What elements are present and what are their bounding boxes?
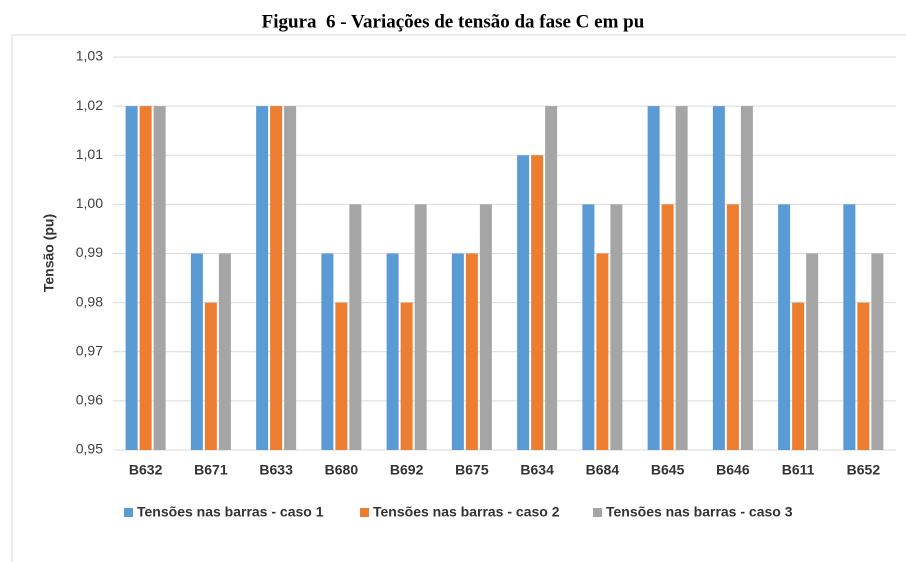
y-tick-label: 1,02 — [76, 97, 103, 113]
x-tick-label: B646 — [716, 462, 750, 478]
bar — [125, 106, 138, 450]
x-tick-label: B692 — [390, 462, 424, 478]
legend-label: Tensões nas barras - caso 1 — [137, 504, 324, 520]
bar — [451, 253, 464, 450]
bar — [545, 106, 558, 450]
y-tick-label: 0,96 — [76, 392, 103, 408]
bar — [139, 106, 152, 450]
bar — [726, 204, 739, 450]
bar — [190, 253, 203, 450]
bar — [284, 106, 297, 450]
x-tick-label: B634 — [520, 462, 554, 478]
bar — [414, 204, 427, 450]
bar — [806, 253, 819, 450]
y-tick-label: 0,95 — [76, 441, 103, 457]
bar — [479, 204, 492, 450]
legend-swatch — [124, 508, 133, 517]
y-tick-label: 1,03 — [76, 48, 103, 64]
bar — [582, 204, 595, 450]
bar — [531, 155, 544, 450]
bar — [596, 253, 609, 450]
bar — [778, 204, 791, 450]
bar — [218, 253, 231, 450]
legend-label: Tensões nas barras - caso 3 — [606, 504, 793, 520]
bar — [675, 106, 688, 450]
x-tick-label: B632 — [129, 462, 163, 478]
bar — [400, 302, 413, 450]
y-tick-label: 0,98 — [76, 293, 103, 309]
chart-frame — [11, 34, 906, 562]
bar — [153, 106, 166, 450]
y-tick-label: 1,01 — [76, 146, 103, 162]
x-tick-label: B652 — [847, 462, 881, 478]
x-tick-label: B684 — [586, 462, 620, 478]
bar — [321, 253, 334, 450]
y-tick-label: 0,99 — [76, 244, 103, 260]
legend-swatch — [360, 508, 369, 517]
bar — [843, 204, 856, 450]
chart-title: Figura 6 - Variações de tensão da fase C… — [262, 11, 645, 32]
x-tick-label: B675 — [455, 462, 489, 478]
bar — [349, 204, 362, 450]
bar — [256, 106, 269, 450]
bar — [647, 106, 660, 450]
bar — [712, 106, 725, 450]
bar — [661, 204, 674, 450]
bar — [857, 302, 870, 450]
x-tick-label: B680 — [325, 462, 359, 478]
bar — [204, 302, 217, 450]
bar — [740, 106, 753, 450]
bar — [871, 253, 884, 450]
x-tick-label: B611 — [782, 462, 815, 478]
bar — [335, 302, 348, 450]
bar — [270, 106, 283, 450]
bar — [610, 204, 623, 450]
y-axis-title: Tensão (pu) — [41, 214, 57, 292]
x-tick-label: B671 — [194, 462, 228, 478]
legend-swatch — [593, 508, 602, 517]
bar — [465, 253, 478, 450]
legend-label: Tensões nas barras - caso 2 — [373, 504, 560, 520]
bar — [517, 155, 530, 450]
y-tick-label: 1,00 — [76, 195, 103, 211]
bar — [792, 302, 805, 450]
x-tick-label: B633 — [259, 462, 293, 478]
bar — [386, 253, 399, 450]
y-tick-label: 0,97 — [76, 342, 103, 358]
x-tick-label: B645 — [651, 462, 685, 478]
